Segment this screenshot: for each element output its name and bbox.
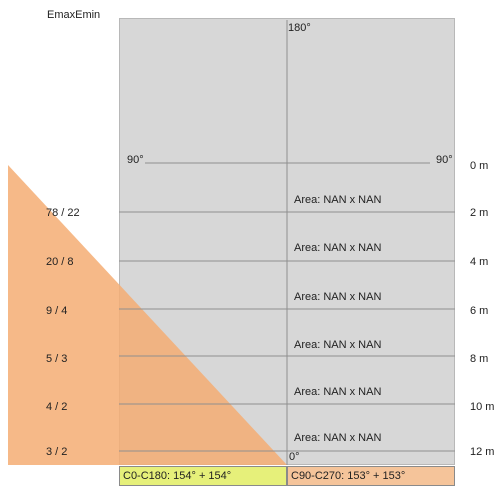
ratio-label: 5 / 3 — [46, 353, 68, 365]
distance-label: 0 m — [470, 160, 489, 172]
ratio-label: 78 / 22 — [46, 207, 80, 219]
angle-left-label: 90° — [127, 154, 144, 166]
distance-label: 12 m — [470, 446, 495, 458]
distance-label: 2 m — [470, 207, 489, 219]
ratio-label: 4 / 2 — [46, 401, 68, 413]
light-cone-shape — [8, 165, 287, 465]
distance-label: 4 m — [470, 256, 489, 268]
distance-label: 6 m — [470, 305, 489, 317]
header-label: EmaxEmin — [47, 9, 101, 21]
area-label: Area: NAN x NAN — [294, 194, 382, 206]
area-label: Area: NAN x NAN — [294, 432, 382, 444]
area-label: Area: NAN x NAN — [294, 339, 382, 351]
ratio-label: 3 / 2 — [46, 446, 68, 458]
angle-top-label: 180° — [288, 22, 311, 34]
footer-c90-c270: C90-C270: 153° + 153° — [287, 466, 455, 486]
area-label: Area: NAN x NAN — [294, 291, 382, 303]
ratio-label: 9 / 4 — [46, 305, 68, 317]
angle-bottom-label: 0° — [289, 451, 300, 463]
footer-c0-c180: C0-C180: 154° + 154° — [119, 466, 287, 486]
area-label: Area: NAN x NAN — [294, 242, 382, 254]
area-label: Area: NAN x NAN — [294, 386, 382, 398]
distance-label: 10 m — [470, 401, 495, 413]
distance-label: 8 m — [470, 353, 489, 365]
ratio-label: 20 / 8 — [46, 256, 74, 268]
angle-right-label: 90° — [436, 154, 453, 166]
